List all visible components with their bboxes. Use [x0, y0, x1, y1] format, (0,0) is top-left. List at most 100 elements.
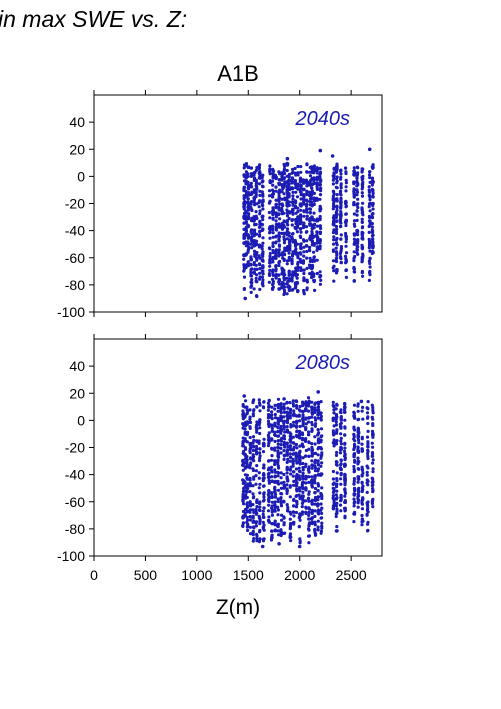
scatter-point: [277, 205, 281, 209]
scatter-point: [343, 483, 347, 487]
scatter-point: [294, 244, 298, 248]
scatter-point: [283, 180, 287, 184]
scatter-point: [276, 422, 280, 426]
scatter-point: [310, 182, 314, 186]
scatter-point: [303, 437, 307, 441]
scatter-point: [368, 269, 372, 274]
scatter-point: [268, 164, 272, 168]
scatter-point: [279, 428, 283, 433]
scatter-point: [277, 178, 281, 182]
scatter-point: [332, 441, 336, 445]
scatter-point: [273, 446, 277, 450]
scatter-point: [248, 525, 252, 529]
scatter-point: [250, 246, 254, 250]
scatter-point: [258, 230, 262, 234]
scatter-point: [271, 235, 275, 239]
scatter-point: [316, 502, 320, 506]
scatter-point: [371, 433, 375, 437]
scatter-point: [318, 273, 322, 278]
scatter-point: [257, 243, 262, 247]
scatter-point: [268, 171, 272, 175]
scatter-point: [273, 520, 277, 524]
scatter-point: [291, 441, 295, 445]
scatter-point: [319, 179, 323, 183]
scatter-point: [292, 504, 296, 508]
scatter-point: [344, 244, 348, 248]
scatter-point: [371, 237, 375, 241]
scatter-point: [274, 219, 278, 223]
scatter-point: [335, 236, 339, 241]
scatter-point: [282, 235, 286, 239]
scatter-point: [258, 212, 262, 216]
scatter-point: [282, 276, 286, 280]
scatter-point: [258, 267, 262, 271]
scatter-point: [320, 453, 324, 457]
scatter-point: [254, 482, 258, 486]
scatter-point: [294, 467, 298, 471]
scatter-point: [273, 459, 277, 463]
scatter-point: [273, 500, 277, 504]
scatter-point: [279, 486, 283, 490]
scatter-point: [310, 200, 314, 204]
scatter-point: [343, 410, 347, 414]
scatter-point: [353, 460, 357, 464]
scatter-point: [271, 241, 275, 245]
scatter-point: [246, 197, 250, 201]
scatter-point: [254, 193, 258, 197]
scatter-point: [286, 418, 290, 422]
scatter-point: [273, 421, 277, 425]
scatter-point: [320, 506, 324, 510]
scatter-point: [270, 495, 274, 500]
scatter-point: [246, 482, 250, 486]
scatter-point: [313, 222, 317, 226]
scatter-point: [261, 284, 265, 288]
scatter-point: [291, 413, 295, 417]
scatter-point: [295, 218, 299, 222]
scatter-point: [251, 530, 255, 534]
scatter-point: [335, 205, 339, 210]
scatter-point: [352, 433, 356, 437]
scatter-point: [287, 279, 291, 283]
scatter-point: [302, 209, 306, 213]
scatter-point: [371, 212, 375, 216]
scatter-point: [287, 193, 291, 197]
scatter-point: [262, 498, 266, 502]
scatter-point: [301, 268, 305, 272]
scatter-point: [310, 215, 314, 219]
scatter-point: [301, 261, 305, 265]
scatter-point: [298, 180, 302, 184]
scatter-point: [316, 236, 320, 240]
scatter-point: [261, 241, 265, 245]
scatter-point: [339, 495, 343, 500]
scatter-point: [356, 241, 360, 245]
scatter-point: [251, 456, 255, 460]
scatter-point: [258, 426, 262, 430]
scatter-point: [257, 176, 261, 180]
scatter-point: [367, 188, 371, 192]
scatter-point: [302, 276, 306, 280]
scatter-point: [318, 173, 322, 177]
scatter-point: [316, 405, 320, 409]
scatter-point: [361, 225, 365, 229]
scatter-point: [262, 466, 266, 470]
scatter-point: [292, 470, 296, 474]
scatter-point: [352, 237, 356, 241]
scatter-point: [319, 447, 324, 451]
scatter-point: [270, 529, 274, 533]
scatter-point: [371, 454, 375, 458]
scatter-point: [268, 227, 272, 232]
scatter-point: [352, 203, 356, 207]
scatter-point: [279, 417, 283, 421]
scatter-point: [353, 439, 357, 443]
scatter-point: [285, 421, 290, 425]
scatter-point: [270, 405, 274, 409]
scatter-point: [271, 183, 275, 187]
scatter-point: [310, 239, 315, 243]
scatter-point: [308, 190, 312, 194]
scatter-point: [320, 486, 324, 490]
scatter-point: [251, 492, 255, 496]
scatter-point: [338, 192, 342, 196]
scatter-point: [344, 234, 348, 238]
scatter-point: [296, 209, 300, 214]
scatter-point: [301, 477, 305, 481]
